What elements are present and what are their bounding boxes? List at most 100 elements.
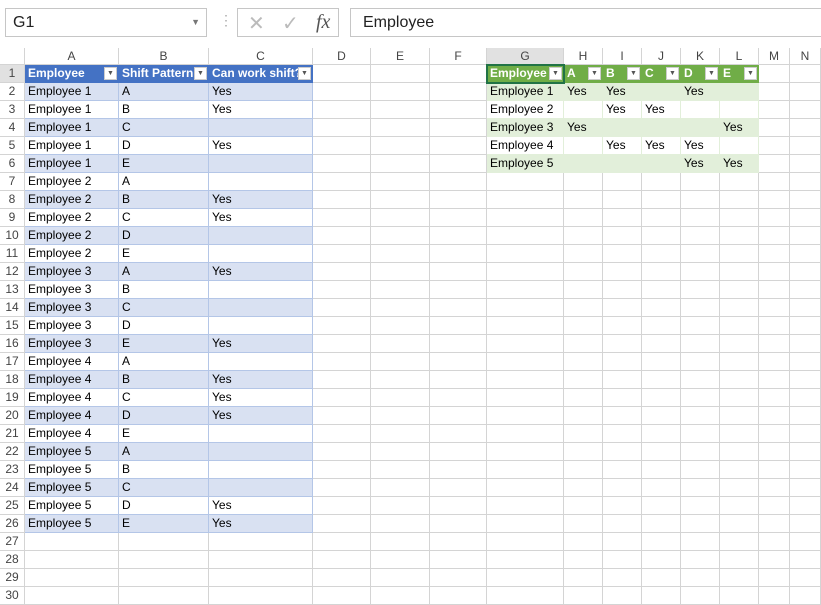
cell[interactable] bbox=[642, 173, 681, 191]
table1-cell[interactable]: Yes bbox=[209, 263, 313, 281]
table1-cell[interactable]: A bbox=[119, 263, 209, 281]
table1-header[interactable]: Employee ▼ bbox=[25, 65, 119, 83]
cell[interactable] bbox=[487, 389, 564, 407]
row-header-3[interactable]: 3 bbox=[0, 101, 25, 119]
cell[interactable] bbox=[371, 299, 430, 317]
cell[interactable] bbox=[603, 533, 642, 551]
cell[interactable] bbox=[25, 587, 119, 605]
cell[interactable] bbox=[430, 83, 487, 101]
cell[interactable] bbox=[371, 227, 430, 245]
cell[interactable] bbox=[313, 209, 371, 227]
cell[interactable] bbox=[790, 335, 821, 353]
table2-header[interactable]: B ▼ bbox=[603, 65, 642, 83]
cell[interactable] bbox=[759, 461, 790, 479]
table1-cell[interactable] bbox=[209, 173, 313, 191]
table1-cell[interactable]: B bbox=[119, 461, 209, 479]
table1-cell[interactable]: Yes bbox=[209, 137, 313, 155]
table1-header[interactable]: Can work shift? ▼ bbox=[209, 65, 313, 83]
cell[interactable] bbox=[681, 479, 720, 497]
cell[interactable] bbox=[720, 263, 759, 281]
table1-cell[interactable] bbox=[209, 245, 313, 263]
cell[interactable] bbox=[209, 551, 313, 569]
row-header-13[interactable]: 13 bbox=[0, 281, 25, 299]
table2-header[interactable]: Employee ▼ bbox=[487, 65, 564, 83]
table2-cell[interactable] bbox=[642, 83, 681, 101]
table1-cell[interactable]: Yes bbox=[209, 407, 313, 425]
table1-cell[interactable]: Employee 1 bbox=[25, 155, 119, 173]
cell[interactable] bbox=[313, 443, 371, 461]
cell[interactable] bbox=[681, 371, 720, 389]
cell[interactable] bbox=[759, 551, 790, 569]
cell[interactable] bbox=[681, 173, 720, 191]
cell[interactable] bbox=[790, 137, 821, 155]
table1-cell[interactable]: Employee 5 bbox=[25, 497, 119, 515]
cell[interactable] bbox=[25, 551, 119, 569]
cell[interactable] bbox=[564, 209, 603, 227]
table1-cell[interactable]: Yes bbox=[209, 191, 313, 209]
table1-cell[interactable]: Employee 4 bbox=[25, 371, 119, 389]
cell[interactable] bbox=[642, 389, 681, 407]
table2-cell[interactable] bbox=[642, 119, 681, 137]
cell[interactable] bbox=[759, 371, 790, 389]
cell[interactable] bbox=[430, 407, 487, 425]
name-box[interactable]: G1 ▼ bbox=[5, 8, 207, 37]
table1-cell[interactable]: Employee 1 bbox=[25, 137, 119, 155]
cell[interactable] bbox=[681, 299, 720, 317]
cell[interactable] bbox=[681, 497, 720, 515]
cell[interactable] bbox=[790, 371, 821, 389]
cell[interactable] bbox=[119, 569, 209, 587]
cell[interactable] bbox=[720, 425, 759, 443]
cell[interactable] bbox=[720, 371, 759, 389]
cell[interactable] bbox=[487, 191, 564, 209]
cell[interactable] bbox=[371, 389, 430, 407]
cell[interactable] bbox=[681, 263, 720, 281]
cell[interactable] bbox=[430, 497, 487, 515]
table2-cell[interactable]: Yes bbox=[603, 101, 642, 119]
cell[interactable] bbox=[119, 551, 209, 569]
column-header-H[interactable]: H bbox=[564, 48, 603, 65]
cell[interactable] bbox=[430, 101, 487, 119]
cell[interactable] bbox=[564, 335, 603, 353]
cell[interactable] bbox=[313, 65, 371, 83]
cell[interactable] bbox=[790, 461, 821, 479]
table1-cell[interactable]: E bbox=[119, 425, 209, 443]
cell[interactable] bbox=[564, 461, 603, 479]
row-header-4[interactable]: 4 bbox=[0, 119, 25, 137]
cell[interactable] bbox=[759, 245, 790, 263]
table2-cell[interactable] bbox=[564, 101, 603, 119]
cell[interactable] bbox=[371, 497, 430, 515]
cell[interactable] bbox=[487, 533, 564, 551]
cell[interactable] bbox=[603, 587, 642, 605]
filter-dropdown-icon[interactable]: ▼ bbox=[588, 67, 601, 80]
cell[interactable] bbox=[603, 317, 642, 335]
cell[interactable] bbox=[790, 65, 821, 83]
cell[interactable] bbox=[430, 65, 487, 83]
cell[interactable] bbox=[603, 209, 642, 227]
cell[interactable] bbox=[759, 515, 790, 533]
table1-cell[interactable]: Employee 2 bbox=[25, 173, 119, 191]
cell[interactable] bbox=[564, 551, 603, 569]
cell[interactable] bbox=[371, 209, 430, 227]
table1-cell[interactable]: Employee 1 bbox=[25, 119, 119, 137]
cell[interactable] bbox=[487, 245, 564, 263]
cell[interactable] bbox=[603, 281, 642, 299]
cell[interactable] bbox=[119, 587, 209, 605]
cell[interactable] bbox=[681, 353, 720, 371]
cell[interactable] bbox=[790, 281, 821, 299]
table1-cell[interactable]: Employee 3 bbox=[25, 335, 119, 353]
cell[interactable] bbox=[313, 227, 371, 245]
cell[interactable] bbox=[603, 173, 642, 191]
table1-cell[interactable]: Yes bbox=[209, 497, 313, 515]
cell[interactable] bbox=[119, 533, 209, 551]
cell[interactable] bbox=[642, 425, 681, 443]
row-header-8[interactable]: 8 bbox=[0, 191, 25, 209]
cell[interactable] bbox=[759, 407, 790, 425]
cell[interactable] bbox=[759, 353, 790, 371]
cell[interactable] bbox=[313, 119, 371, 137]
cell[interactable] bbox=[313, 281, 371, 299]
cell[interactable] bbox=[759, 119, 790, 137]
cell[interactable] bbox=[790, 353, 821, 371]
table2-cell[interactable]: Yes bbox=[681, 83, 720, 101]
cell[interactable] bbox=[790, 155, 821, 173]
cell[interactable] bbox=[642, 497, 681, 515]
